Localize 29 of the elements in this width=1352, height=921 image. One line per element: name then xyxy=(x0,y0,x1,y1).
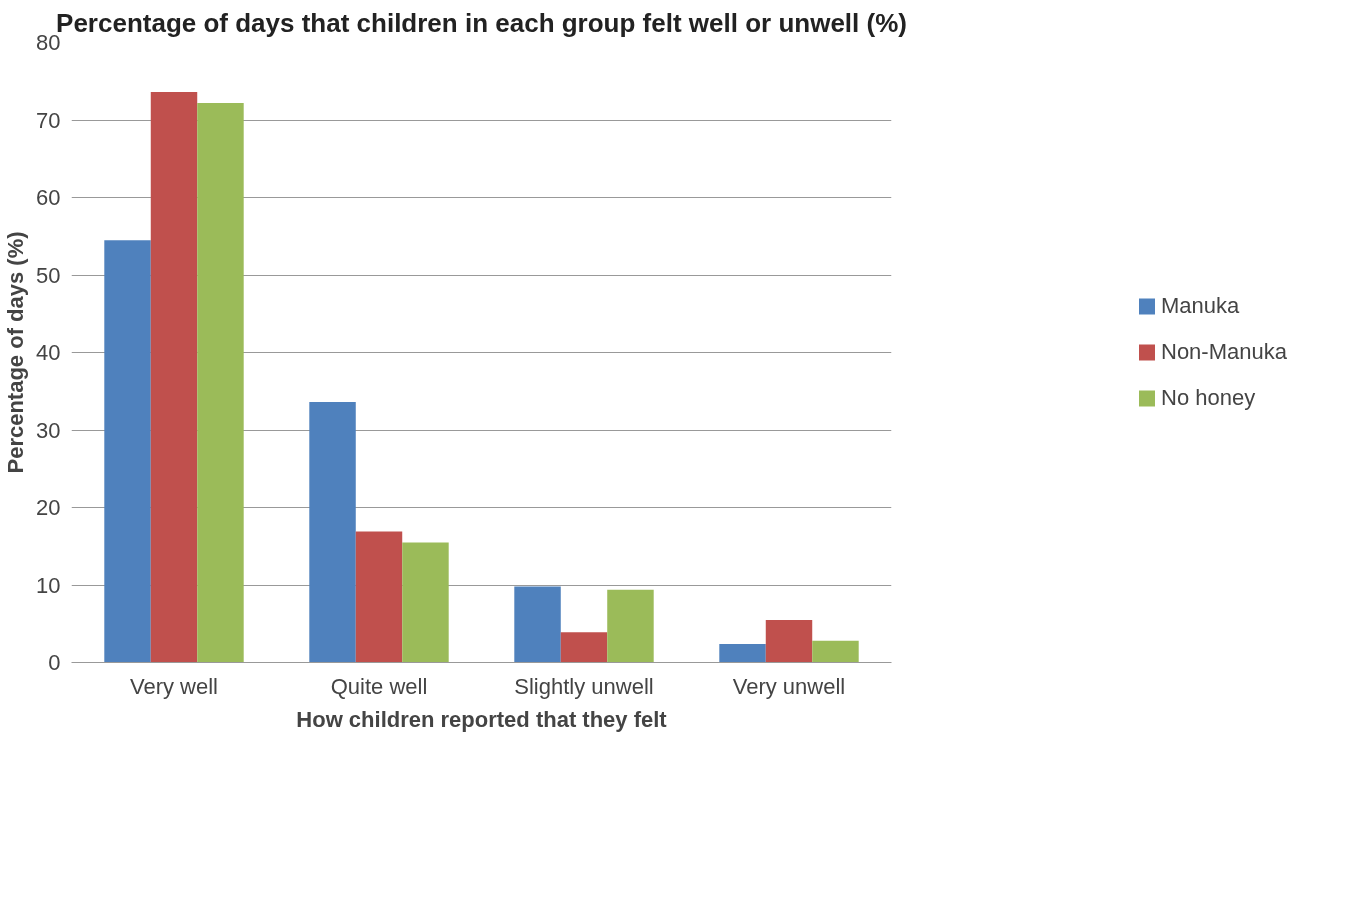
bar xyxy=(765,619,813,663)
x-axis-title: How children reported that they felt xyxy=(296,706,668,732)
bar xyxy=(197,102,244,663)
bar xyxy=(309,402,356,663)
legend-label: Non-Manuka xyxy=(1161,339,1288,365)
y-tick-label: 0 xyxy=(48,650,61,675)
bar xyxy=(104,240,151,663)
legend-label: Manuka xyxy=(1161,293,1241,319)
bar xyxy=(402,542,449,663)
bar xyxy=(607,589,654,663)
bar xyxy=(150,92,198,663)
y-tick-label: 50 xyxy=(36,262,61,288)
bar xyxy=(514,586,561,663)
x-tick-label: Slightly unwell xyxy=(514,673,654,699)
y-tick-label: 30 xyxy=(36,417,61,443)
y-tick-label: 40 xyxy=(36,340,61,365)
y-tick-label: 60 xyxy=(36,185,61,210)
y-tick-label: 70 xyxy=(36,107,61,133)
bar xyxy=(812,640,859,663)
bar xyxy=(560,632,608,663)
legend-label: No honey xyxy=(1161,385,1257,411)
y-tick-label: 20 xyxy=(36,495,61,520)
x-tick-label: Very unwell xyxy=(732,673,846,699)
x-tick-label: Very well xyxy=(129,673,219,699)
bar xyxy=(355,531,403,663)
bar xyxy=(719,643,766,663)
x-tick-label: Quite well xyxy=(330,673,428,699)
y-tick-label: 10 xyxy=(36,572,61,598)
y-axis-title: Percentage of days (%) xyxy=(3,231,29,474)
